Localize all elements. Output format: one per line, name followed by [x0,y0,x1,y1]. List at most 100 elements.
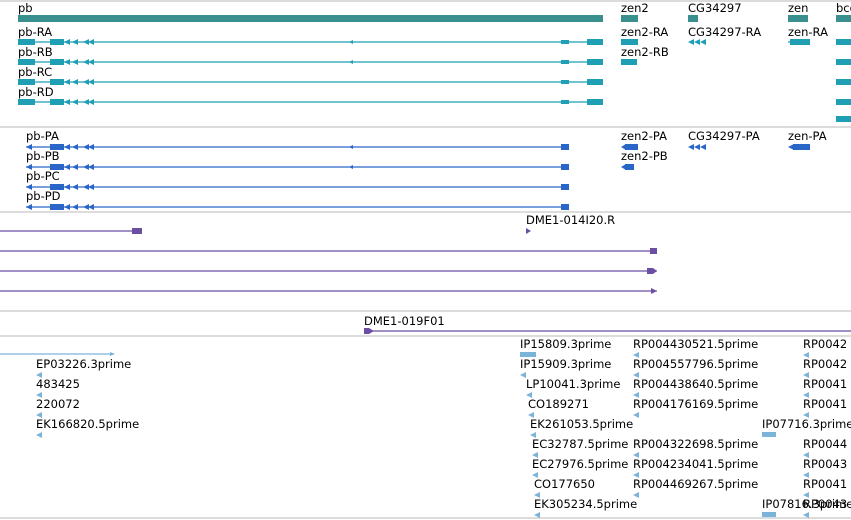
est-feature[interactable] [36,432,42,438]
gene-feature-zen2[interactable] [621,15,638,22]
gene-feature-bcd[interactable] [836,15,851,22]
protein-pb-pb[interactable] [26,164,569,170]
protein-pb-pd[interactable] [26,204,569,210]
est-label: EC32787.5prime [532,437,629,451]
est-feature[interactable] [633,412,639,418]
gene-label-zen: zen [788,1,809,15]
transcript-label: pb-RA [18,25,53,39]
transcript-pb-rd[interactable] [18,99,603,105]
transcript-zen2-ra[interactable] [621,39,638,45]
est-feature[interactable] [36,372,42,378]
est-feature[interactable] [762,432,776,437]
clone-feature[interactable] [0,228,142,234]
clone-feature[interactable] [0,288,657,294]
protein-zen2-pa[interactable] [621,144,638,150]
est-label: RP0042 [803,357,848,371]
transcript-label: pb-RB [18,45,53,59]
protein-cg34297-pa[interactable] [688,144,706,150]
transcript-pb-rc[interactable] [18,79,603,85]
gene-label-pb: pb [18,1,33,15]
clone-feature[interactable] [0,268,657,274]
est-label: RP004557796.5prime [633,357,759,371]
clone-feature[interactable] [0,248,657,254]
transcript-zen-ra[interactable] [788,39,810,45]
est-feature[interactable] [526,392,532,398]
gene-label-bcd: bcd [836,1,851,15]
est-feature[interactable] [528,412,534,418]
est-label: EC27976.5prime [532,457,629,471]
est-feature[interactable] [633,392,639,398]
est-feature[interactable] [633,352,639,358]
transcript-pb-ra[interactable] [18,39,603,45]
est-feature[interactable] [534,492,540,498]
est-label: EK261053.5prime [530,417,634,431]
est-label: RP004430521.5prime [633,337,759,351]
protein-label: pb-PC [26,169,60,183]
est-feature[interactable] [532,452,538,458]
transcript-zen2-rb[interactable] [621,59,637,65]
est-feature[interactable] [520,352,536,357]
est-feature[interactable] [803,372,809,378]
est-label: RP004176169.5prime [633,397,759,411]
est-label: RP004438640.5prime [633,377,759,391]
est-label: RP004322698.5prime [633,437,759,451]
est-label: RP0043 [803,497,848,511]
clone-feature-dme1-019f01[interactable] [364,328,851,334]
est-label: EK305234.5prime [534,497,638,511]
gene-feature-zen[interactable] [788,15,808,22]
est-label: IP15809.3prime [520,337,612,351]
est-feature[interactable] [520,372,526,378]
est-label: RP0041 [803,477,848,491]
est-feature[interactable] [803,392,809,398]
clone-feature-dme1-014i20-r[interactable] [526,228,531,234]
est-feature[interactable] [532,472,538,478]
clone-label: DME1-014I20.R [526,213,616,227]
protein-pb-pa[interactable] [26,144,569,150]
protein-label: zen2-PA [621,129,667,143]
est-label: EK166820.5prime [36,417,140,431]
transcript-label: zen2-RA [621,25,669,39]
gene-feature-pb[interactable] [18,15,603,22]
transcript-pb-rb[interactable] [18,59,603,65]
est-feature[interactable] [803,512,809,518]
est-feature[interactable] [803,492,809,498]
est-feature[interactable] [803,412,809,418]
protein-label: pb-PD [26,189,61,203]
clone-label: DME1-019F01 [364,314,445,328]
est-feature[interactable] [534,512,540,518]
transcript-bcd-edge[interactable] [836,39,851,122]
est-feature[interactable] [803,352,809,358]
gene-feature-cg34297[interactable] [688,15,698,22]
protein-label: zen-PA [788,129,827,143]
est-feature[interactable] [762,512,776,517]
est-label: RP0044 [803,437,848,451]
gene-label-zen2: zen2 [621,1,649,15]
est-label: RP004234041.5prime [633,457,759,471]
est-feature[interactable] [633,492,639,498]
est-label: RP004469267.5prime [633,477,759,491]
protein-label: pb-PB [26,149,60,163]
transcript-label: pb-RD [18,85,54,99]
est-feature[interactable] [36,412,42,418]
est-feature[interactable] [803,452,809,458]
gene-label-cg34297: CG34297 [688,1,742,15]
transcript-cg34297-ra[interactable] [688,39,706,45]
est-feature[interactable] [633,472,639,478]
est-feature[interactable] [0,352,115,356]
transcript-label: CG34297-RA [688,25,762,39]
protein-zen2-pb[interactable] [621,164,634,170]
est-label: 483425 [36,377,80,391]
est-feature[interactable] [530,432,536,438]
protein-zen-pa[interactable] [788,144,810,150]
transcript-label: zen2-RB [621,45,669,59]
est-feature[interactable] [633,452,639,458]
est-label: 220072 [36,397,80,411]
est-feature[interactable] [633,372,639,378]
est-feature[interactable] [803,472,809,478]
est-feature[interactable] [36,392,42,398]
protein-label: zen2-PB [621,149,668,163]
protein-pb-pc[interactable] [26,184,569,190]
est-label: IP07716.3prime [762,417,851,431]
